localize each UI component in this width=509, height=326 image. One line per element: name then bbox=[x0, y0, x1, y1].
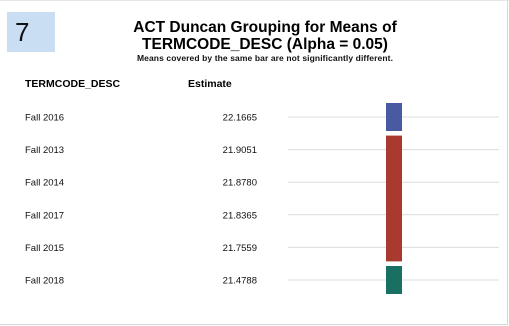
term-label: Fall 2015 bbox=[25, 243, 64, 254]
slide-number: 7 bbox=[7, 12, 55, 52]
estimate-value: 21.8365 bbox=[223, 210, 257, 221]
estimate-value: 21.9051 bbox=[223, 145, 257, 156]
grouping-bar-2 bbox=[386, 135, 402, 262]
chart-subtitle: Means covered by the same bar are not si… bbox=[136, 53, 394, 63]
estimate-value: 22.1665 bbox=[223, 113, 257, 124]
column-header-termcode: TERMCODE_DESC bbox=[25, 78, 121, 90]
estimate-value: 21.7559 bbox=[223, 243, 257, 254]
term-label: Fall 2018 bbox=[25, 276, 64, 287]
chart-title-line-1: ACT Duncan Grouping for Means of bbox=[133, 19, 397, 36]
grouping-bar-1 bbox=[386, 103, 402, 131]
term-label: Fall 2017 bbox=[25, 210, 64, 221]
estimate-value: 21.4788 bbox=[223, 276, 257, 287]
grouping-bar-3 bbox=[386, 266, 402, 294]
chart-title: ACT Duncan Grouping for Means of TERMCOD… bbox=[70, 19, 460, 53]
term-label: Fall 2014 bbox=[25, 178, 64, 189]
term-label: Fall 2016 bbox=[25, 113, 64, 124]
column-header-estimate: Estimate bbox=[188, 78, 232, 90]
term-label: Fall 2013 bbox=[25, 145, 64, 156]
top-border bbox=[0, 0, 509, 1]
chart-title-line-2: TERMCODE_DESC (Alpha = 0.05) bbox=[142, 36, 388, 53]
estimate-value: 21.8780 bbox=[223, 178, 257, 189]
